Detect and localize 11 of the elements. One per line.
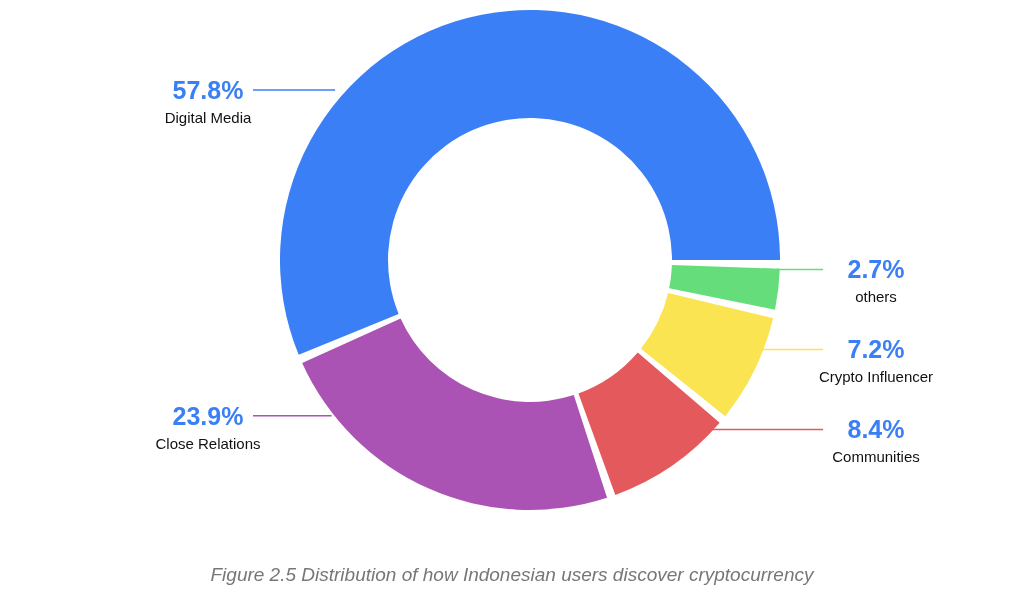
data-label: 7.2% (847, 335, 905, 364)
slice-label: Communities (832, 448, 920, 466)
caption: Figure 2.5 Distribution of how Indonesian users discover cryptocurrency (209, 564, 816, 586)
slice-label: Crypto Influencer (818, 368, 934, 386)
slice-label: Close Relations (155, 434, 261, 452)
slice-label: others (855, 288, 897, 306)
data-label: 8.4% (847, 415, 905, 444)
data-label: 57.8% (172, 76, 244, 105)
slice-label: Digital Media (164, 109, 252, 127)
data-label: 23.9% (172, 401, 244, 430)
data-label: 2.7% (847, 255, 905, 284)
